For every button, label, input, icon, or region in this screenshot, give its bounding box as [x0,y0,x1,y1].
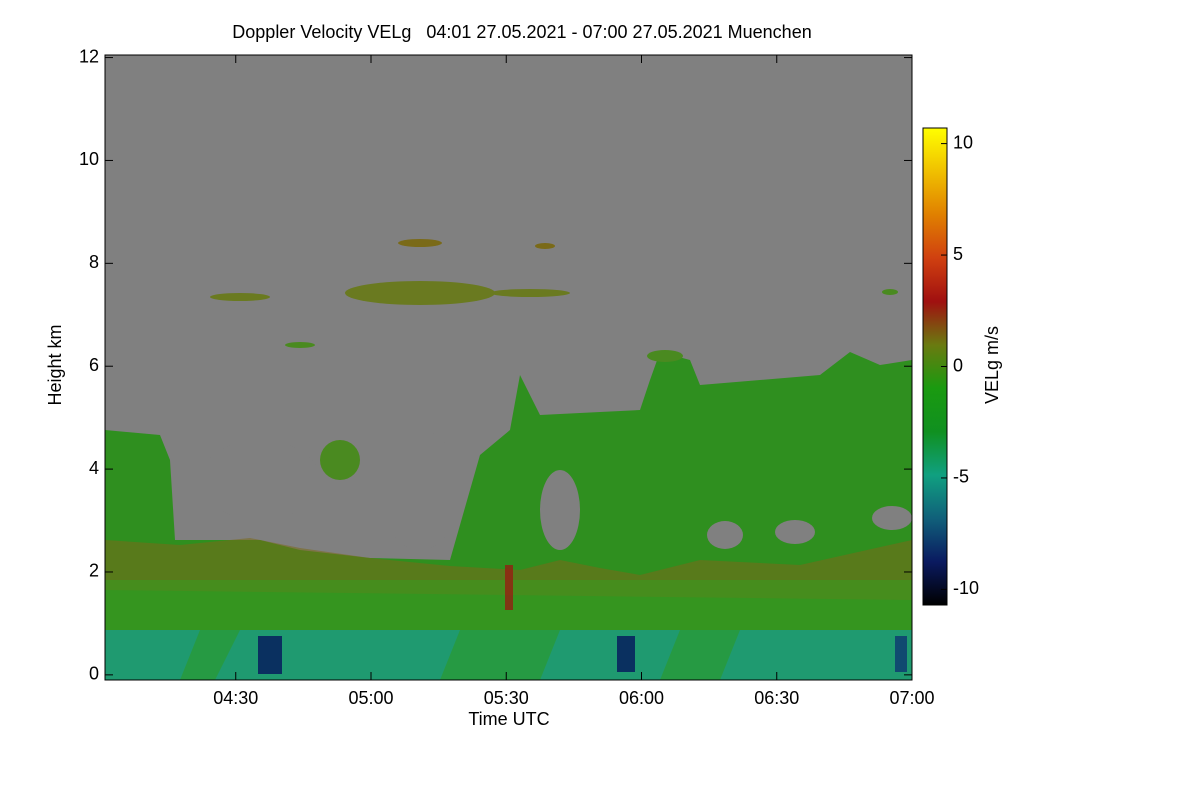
y-tick-label: 8 [89,252,99,272]
colorbar-tick-label: 0 [953,355,963,375]
y-tick-label: 2 [89,561,99,581]
colorbar-tick-label: 5 [953,244,963,264]
y-tick-label: 6 [89,355,99,375]
plot-frame [104,54,913,681]
y-tick-label: 0 [89,664,99,684]
x-tick-label: 07:00 [889,688,934,708]
y-axis-label: Height km [45,324,65,405]
x-tick-label: 06:30 [754,688,799,708]
colorbar-label: VELg m/s [982,326,1002,404]
x-tick-label: 06:00 [619,688,664,708]
y-tick-label: 4 [89,458,99,478]
radar-field [105,55,912,680]
x-axis-label: Time UTC [468,709,549,729]
chart-title: Doppler Velocity VELg 04:01 27.05.2021 -… [232,22,811,42]
colorbar-tick-label: 10 [953,132,973,152]
x-tick-label: 05:00 [348,688,393,708]
colorbar-tick-label: -10 [953,578,979,598]
x-tick-label: 05:30 [484,688,529,708]
x-tick-label: 04:30 [213,688,258,708]
y-tick-label: 12 [79,46,99,66]
colorbar-tick-label: -5 [953,467,969,487]
y-tick-label: 10 [79,149,99,169]
